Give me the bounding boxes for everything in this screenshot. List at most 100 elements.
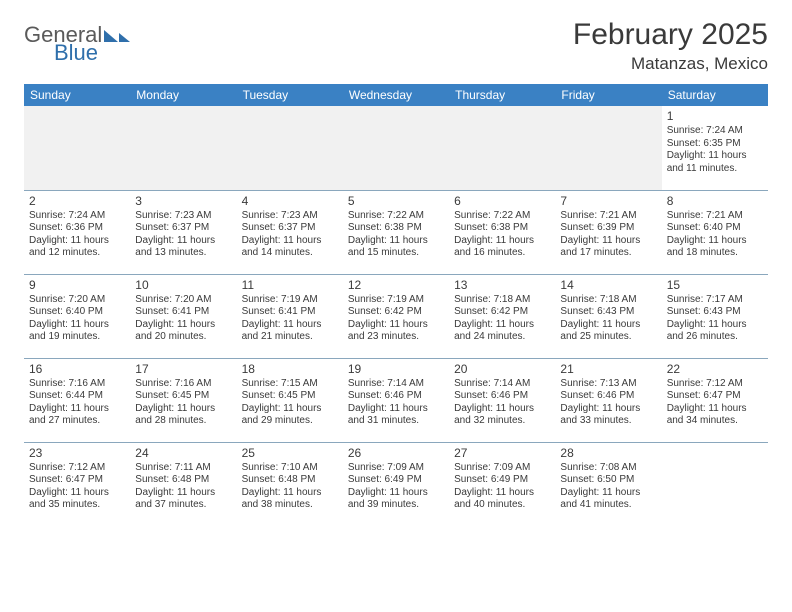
- calendar-day: 25Sunrise: 7:10 AMSunset: 6:48 PMDayligh…: [237, 442, 343, 520]
- day-header: Sunday: [24, 84, 130, 106]
- calendar-table: Sunday Monday Tuesday Wednesday Thursday…: [24, 84, 768, 520]
- sunset-text: Sunset: 6:46 PM: [454, 390, 550, 403]
- day-number: 24: [135, 446, 231, 461]
- sunrise-text: Sunrise: 7:12 AM: [29, 462, 125, 475]
- sunrise-text: Sunrise: 7:18 AM: [560, 294, 656, 307]
- day-number: 3: [135, 194, 231, 209]
- sunset-text: Sunset: 6:40 PM: [29, 306, 125, 319]
- calendar-day: 17Sunrise: 7:16 AMSunset: 6:45 PMDayligh…: [130, 358, 236, 442]
- calendar-day: 18Sunrise: 7:15 AMSunset: 6:45 PMDayligh…: [237, 358, 343, 442]
- sunrise-text: Sunrise: 7:09 AM: [348, 462, 444, 475]
- daylight-text: Daylight: 11 hours and 40 minutes.: [454, 487, 550, 512]
- calendar-day: [130, 106, 236, 190]
- sunrise-text: Sunrise: 7:14 AM: [348, 378, 444, 391]
- calendar-week: 23Sunrise: 7:12 AMSunset: 6:47 PMDayligh…: [24, 442, 768, 520]
- calendar-day: 20Sunrise: 7:14 AMSunset: 6:46 PMDayligh…: [449, 358, 555, 442]
- calendar-day: 23Sunrise: 7:12 AMSunset: 6:47 PMDayligh…: [24, 442, 130, 520]
- day-number: 18: [242, 362, 338, 377]
- sunrise-text: Sunrise: 7:24 AM: [29, 210, 125, 223]
- daylight-text: Daylight: 11 hours and 18 minutes.: [667, 235, 763, 260]
- day-number: 2: [29, 194, 125, 209]
- calendar-day: [555, 106, 661, 190]
- calendar-day: [237, 106, 343, 190]
- calendar-day: 14Sunrise: 7:18 AMSunset: 6:43 PMDayligh…: [555, 274, 661, 358]
- sunset-text: Sunset: 6:41 PM: [242, 306, 338, 319]
- sunrise-text: Sunrise: 7:12 AM: [667, 378, 763, 391]
- calendar-day: 24Sunrise: 7:11 AMSunset: 6:48 PMDayligh…: [130, 442, 236, 520]
- sunrise-text: Sunrise: 7:08 AM: [560, 462, 656, 475]
- daylight-text: Daylight: 11 hours and 29 minutes.: [242, 403, 338, 428]
- day-number: 17: [135, 362, 231, 377]
- sunset-text: Sunset: 6:37 PM: [135, 222, 231, 235]
- calendar-day: 15Sunrise: 7:17 AMSunset: 6:43 PMDayligh…: [662, 274, 768, 358]
- sunset-text: Sunset: 6:47 PM: [29, 474, 125, 487]
- sunrise-text: Sunrise: 7:15 AM: [242, 378, 338, 391]
- sunrise-text: Sunrise: 7:18 AM: [454, 294, 550, 307]
- day-number: 14: [560, 278, 656, 293]
- daylight-text: Daylight: 11 hours and 32 minutes.: [454, 403, 550, 428]
- sunrise-text: Sunrise: 7:21 AM: [667, 210, 763, 223]
- daylight-text: Daylight: 11 hours and 20 minutes.: [135, 319, 231, 344]
- sunrise-text: Sunrise: 7:19 AM: [348, 294, 444, 307]
- calendar-day: 11Sunrise: 7:19 AMSunset: 6:41 PMDayligh…: [237, 274, 343, 358]
- daylight-text: Daylight: 11 hours and 34 minutes.: [667, 403, 763, 428]
- sunset-text: Sunset: 6:40 PM: [667, 222, 763, 235]
- sunset-text: Sunset: 6:38 PM: [454, 222, 550, 235]
- day-header: Friday: [555, 84, 661, 106]
- calendar-day: 2Sunrise: 7:24 AMSunset: 6:36 PMDaylight…: [24, 190, 130, 274]
- day-header: Tuesday: [237, 84, 343, 106]
- day-number: 15: [667, 278, 763, 293]
- title-block: February 2025 Matanzas, Mexico: [573, 18, 768, 74]
- sunrise-text: Sunrise: 7:13 AM: [560, 378, 656, 391]
- daylight-text: Daylight: 11 hours and 24 minutes.: [454, 319, 550, 344]
- calendar-day: 21Sunrise: 7:13 AMSunset: 6:46 PMDayligh…: [555, 358, 661, 442]
- sunrise-text: Sunrise: 7:14 AM: [454, 378, 550, 391]
- calendar-week: 1Sunrise: 7:24 AMSunset: 6:35 PMDaylight…: [24, 106, 768, 190]
- logo: GeneralBlue: [24, 24, 130, 64]
- sunset-text: Sunset: 6:42 PM: [348, 306, 444, 319]
- sunrise-text: Sunrise: 7:16 AM: [29, 378, 125, 391]
- sunset-text: Sunset: 6:44 PM: [29, 390, 125, 403]
- day-number: 12: [348, 278, 444, 293]
- sunrise-text: Sunrise: 7:23 AM: [135, 210, 231, 223]
- calendar-week: 9Sunrise: 7:20 AMSunset: 6:40 PMDaylight…: [24, 274, 768, 358]
- calendar-week: 16Sunrise: 7:16 AMSunset: 6:44 PMDayligh…: [24, 358, 768, 442]
- day-number: 5: [348, 194, 444, 209]
- day-header: Wednesday: [343, 84, 449, 106]
- sunrise-text: Sunrise: 7:24 AM: [667, 125, 763, 138]
- daylight-text: Daylight: 11 hours and 39 minutes.: [348, 487, 444, 512]
- sunset-text: Sunset: 6:48 PM: [135, 474, 231, 487]
- daylight-text: Daylight: 11 hours and 19 minutes.: [29, 319, 125, 344]
- sunset-text: Sunset: 6:45 PM: [242, 390, 338, 403]
- daylight-text: Daylight: 11 hours and 37 minutes.: [135, 487, 231, 512]
- sunset-text: Sunset: 6:47 PM: [667, 390, 763, 403]
- calendar-day: 10Sunrise: 7:20 AMSunset: 6:41 PMDayligh…: [130, 274, 236, 358]
- calendar-day: 8Sunrise: 7:21 AMSunset: 6:40 PMDaylight…: [662, 190, 768, 274]
- daylight-text: Daylight: 11 hours and 25 minutes.: [560, 319, 656, 344]
- day-number: 25: [242, 446, 338, 461]
- sunrise-text: Sunrise: 7:21 AM: [560, 210, 656, 223]
- calendar-day: 9Sunrise: 7:20 AMSunset: 6:40 PMDaylight…: [24, 274, 130, 358]
- day-number: 7: [560, 194, 656, 209]
- day-number: 28: [560, 446, 656, 461]
- day-number: 4: [242, 194, 338, 209]
- calendar-day: 13Sunrise: 7:18 AMSunset: 6:42 PMDayligh…: [449, 274, 555, 358]
- sunset-text: Sunset: 6:46 PM: [560, 390, 656, 403]
- sunset-text: Sunset: 6:38 PM: [348, 222, 444, 235]
- day-number: 8: [667, 194, 763, 209]
- calendar-day: 27Sunrise: 7:09 AMSunset: 6:49 PMDayligh…: [449, 442, 555, 520]
- day-number: 26: [348, 446, 444, 461]
- sunrise-text: Sunrise: 7:23 AM: [242, 210, 338, 223]
- sunset-text: Sunset: 6:43 PM: [560, 306, 656, 319]
- day-header: Saturday: [662, 84, 768, 106]
- location: Matanzas, Mexico: [573, 54, 768, 74]
- daylight-text: Daylight: 11 hours and 12 minutes.: [29, 235, 125, 260]
- sunset-text: Sunset: 6:37 PM: [242, 222, 338, 235]
- sunset-text: Sunset: 6:46 PM: [348, 390, 444, 403]
- calendar-day: 19Sunrise: 7:14 AMSunset: 6:46 PMDayligh…: [343, 358, 449, 442]
- calendar-day: [449, 106, 555, 190]
- daylight-text: Daylight: 11 hours and 31 minutes.: [348, 403, 444, 428]
- calendar-day: 7Sunrise: 7:21 AMSunset: 6:39 PMDaylight…: [555, 190, 661, 274]
- daylight-text: Daylight: 11 hours and 14 minutes.: [242, 235, 338, 260]
- daylight-text: Daylight: 11 hours and 35 minutes.: [29, 487, 125, 512]
